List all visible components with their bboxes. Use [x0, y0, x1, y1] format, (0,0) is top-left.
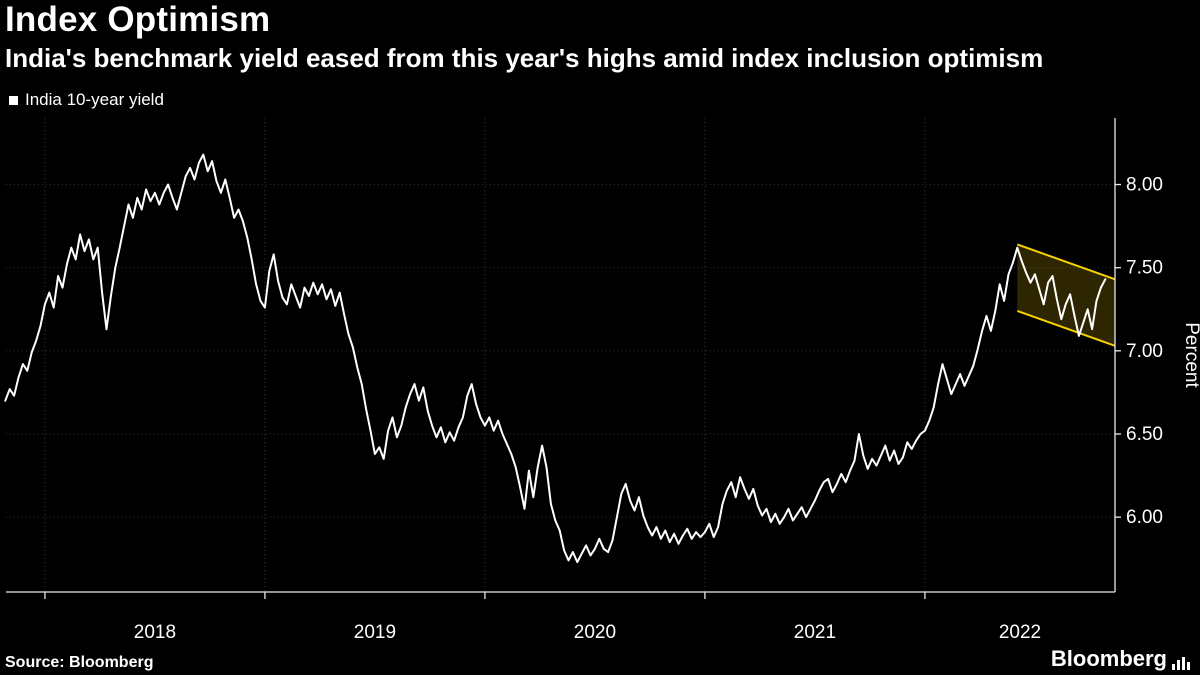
x-year-label: 2020	[574, 622, 616, 643]
highlight-channel	[1017, 244, 1115, 346]
y-tick-label: 7.50	[1126, 258, 1163, 279]
channel-top-line	[1016, 243, 1116, 281]
legend-label: India 10-year yield	[25, 90, 164, 109]
y-tick-label: 6.50	[1126, 424, 1163, 445]
x-year-label: 2022	[999, 622, 1041, 643]
bloomberg-logo: Bloomberg	[1051, 646, 1190, 672]
yield-chart: 6.00 6.50 7.00 7.50 8.00 2018 2019 2020 2021 2022…	[4, 118, 1200, 643]
series-line	[4, 153, 1107, 564]
chart-legend: India 10-year yield	[9, 90, 164, 110]
legend-marker-icon	[9, 95, 18, 105]
source-label: Source: Bloomberg	[5, 654, 154, 671]
chart-subtitle: India's benchmark yield eased from this …	[5, 43, 1044, 73]
bloomberg-bars-icon	[1172, 656, 1190, 672]
y-tick-label: 8.00	[1126, 175, 1163, 196]
y-axis-title: Percent	[1181, 322, 1200, 388]
y-tick-label: 7.00	[1126, 341, 1163, 362]
x-year-label: 2019	[354, 622, 396, 643]
x-year-label: 2021	[794, 622, 836, 643]
x-year-label: 2018	[134, 622, 176, 643]
bloomberg-wordmark: Bloomberg	[1050, 646, 1167, 671]
y-tick-label: 6.00	[1126, 507, 1163, 528]
page-title: Index Optimism	[5, 0, 271, 39]
channel-bottom-line	[1016, 309, 1116, 347]
